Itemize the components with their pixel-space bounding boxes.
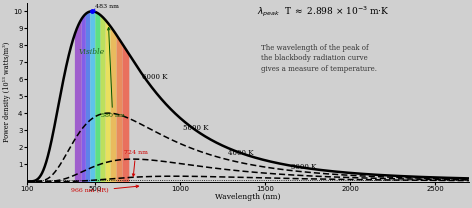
Y-axis label: Power density (10¹³ watts/m³): Power density (10¹³ watts/m³) [3, 42, 11, 142]
Text: 724 nm: 724 nm [124, 150, 148, 176]
Text: 580 nm: 580 nm [101, 27, 125, 118]
Text: Visible: Visible [78, 48, 104, 56]
Text: The wavelength of the peak of
the blackbody radiation curve
gives a measure of t: The wavelength of the peak of the blackb… [261, 44, 377, 73]
Text: 5000 K: 5000 K [183, 124, 209, 132]
Text: $\lambda_{peak}$  T $\approx$ 2.898 $\times$ 10$^{-3}$ m$\cdot$K: $\lambda_{peak}$ T $\approx$ 2.898 $\tim… [257, 5, 389, 19]
Text: 966 nm (IR): 966 nm (IR) [71, 185, 139, 194]
Text: 483 nm: 483 nm [92, 4, 118, 11]
Text: 6000 K: 6000 K [143, 73, 168, 81]
X-axis label: Wavelength (nm): Wavelength (nm) [215, 193, 281, 201]
Text: 4000 K: 4000 K [228, 149, 253, 157]
Text: 3000 K: 3000 K [291, 163, 316, 171]
